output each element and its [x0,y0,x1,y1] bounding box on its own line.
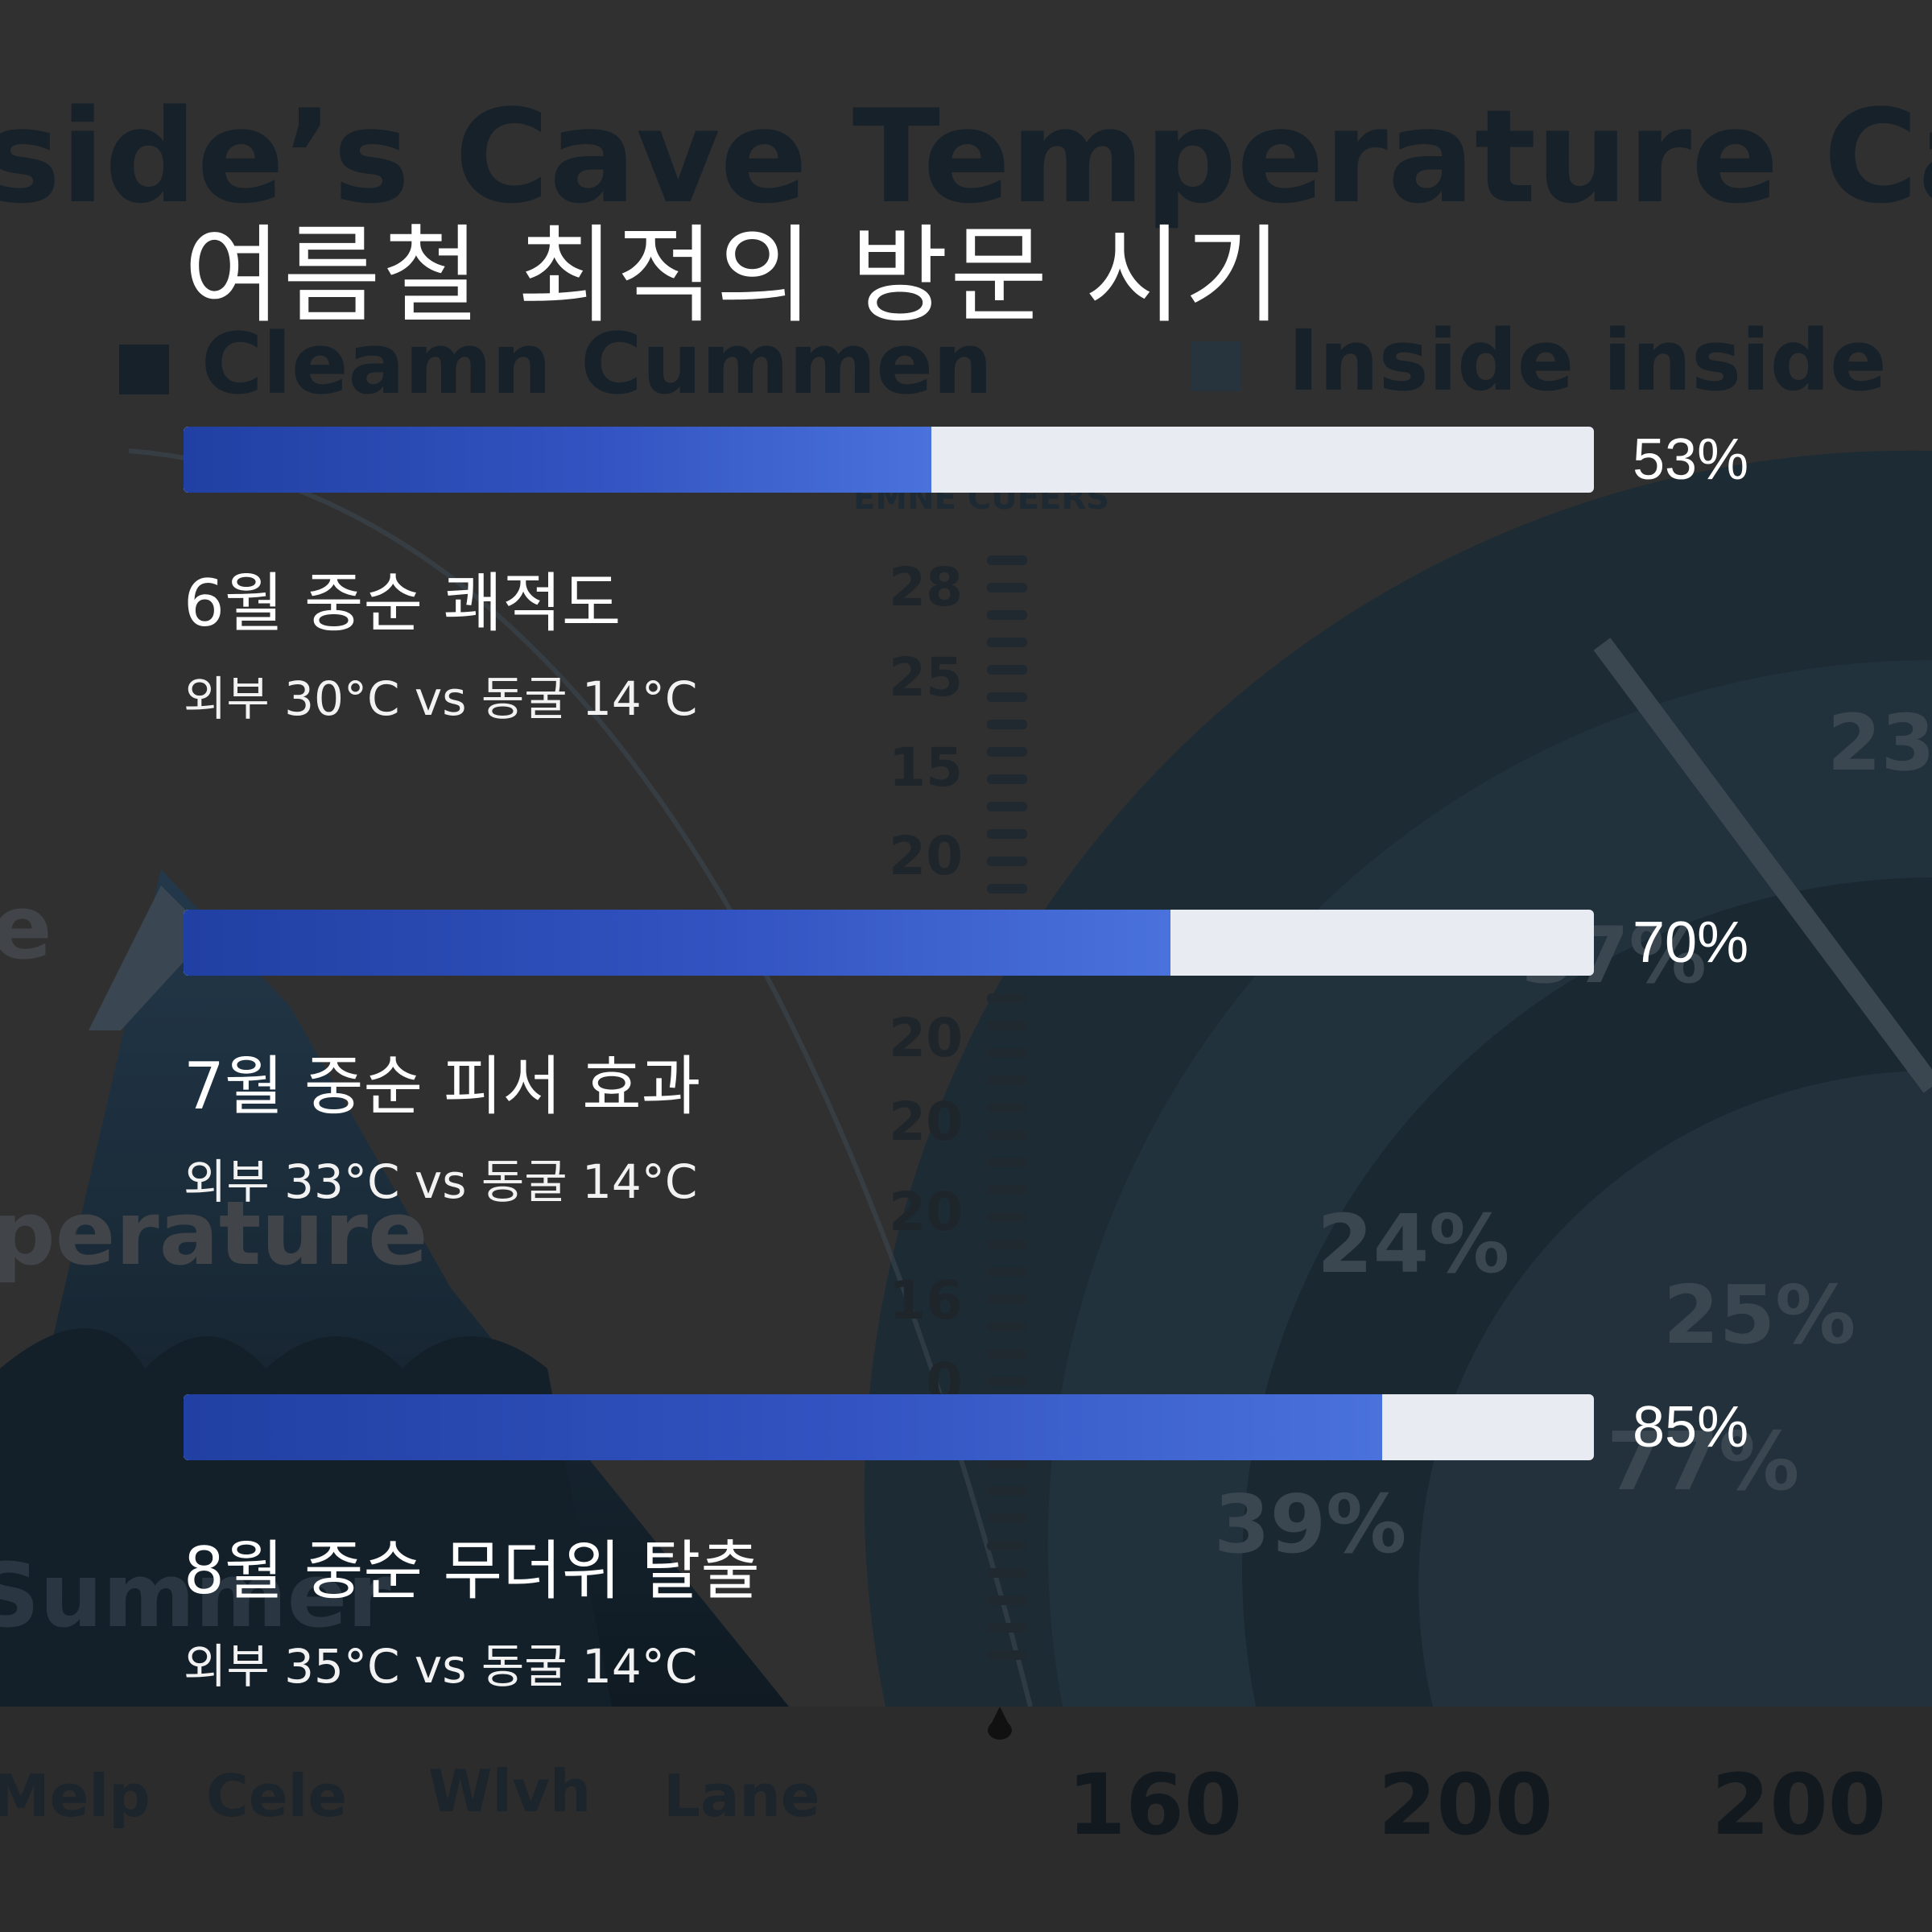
background-ring-pct-0: 23 [1827,698,1932,788]
background-bottom-label-2: Wlvh [428,1757,591,1825]
background-scale-tick [987,1130,1027,1140]
background-scale-number: 20 [889,1007,963,1069]
background-side-word-1: perature [0,1182,428,1285]
background-bottom-number-1: 200 [1378,1756,1553,1854]
background-scale-tick [987,1240,1027,1249]
background-title: side’s Cave Temperature Campart [0,81,1932,232]
background-scale-tick [987,1322,1027,1331]
background-scale-tick [987,638,1027,647]
background-scale-tick [987,1568,1027,1578]
background-scale-number: 20 [889,1091,963,1153]
background-bottom-label-1: Cele [206,1762,347,1830]
background-bottom-label-3: Lane [663,1762,820,1830]
background-scale-tick [987,1103,1027,1113]
background-scale-tick [987,829,1027,839]
legend-item-1: Inside inside [1288,312,1887,410]
legend-swatch-1 [1191,341,1241,391]
background-ring-pct-2: 24% [1317,1197,1509,1291]
background-side-word-0: e [0,876,52,979]
bar-track [184,427,1594,493]
background-scale-tick [987,720,1027,729]
background-scale-tick [987,1541,1027,1550]
background-scale-tick [987,1212,1027,1222]
background-scale-number: 16 [889,1269,963,1331]
bar-category-label: 8월 중순 무더위 탈출 [184,1534,760,1608]
background-scale-tick [987,1596,1027,1605]
legend-item-0: Cleamn Cummen [201,315,993,413]
background-bottom-number-2: 200 [1711,1756,1886,1854]
background-scale-tick [987,1349,1027,1359]
bar-value-label: 70% [1633,910,1749,975]
background-ring-pct-4: 39% [1214,1477,1406,1571]
background-scale-number: 25 [889,646,963,708]
background-scale-tick [987,583,1027,592]
background-scale-tick [987,1513,1027,1523]
background-bottom-strip [0,1707,1932,1932]
bar-fill [184,427,931,493]
background-scale-tick [987,857,1027,866]
background-scale-tick [987,1021,1027,1030]
bar-fill [184,1394,1382,1460]
background-scale-tick [987,884,1027,894]
background-legend: Cleamn Cummen Inside inside [119,312,1887,413]
background-scale-tick [987,555,1027,565]
background-scale-tick [987,1377,1027,1386]
background-scale-tick [987,1294,1027,1304]
background-scale-tick [987,1650,1027,1660]
background-side-word-2: Summer [0,1544,391,1647]
chart-title: 여름철 최적의 방문 시기 [184,214,1284,338]
bar-category-label: 7월 중순 피서 효과 [184,1049,701,1124]
background-scale-tick [987,774,1027,784]
bar-track [184,910,1594,976]
background-scale-tick [987,1459,1027,1468]
bar-subtitle: 외부 30°C vs 동굴 14°C [184,671,698,726]
background-scale-tick [987,747,1027,757]
background-ring-pct-3: 25% [1663,1268,1856,1362]
background-scale-tick [987,993,1027,1003]
bar-track [184,1394,1594,1460]
background-scale-tick [987,1486,1027,1496]
bar-category-label: 6월 중순 쾌적도 [184,566,621,641]
background-scale-number: 20 [889,825,963,887]
background-bottom-label-0: Melp [0,1762,151,1830]
bar-value-label: 53% [1633,427,1749,492]
background-scale-tick [987,1267,1027,1277]
background-scale-number: 15 [889,737,963,799]
background-scale-tick [987,665,1027,675]
background-scale-tick [987,692,1027,702]
bar-value-label: 85% [1633,1395,1749,1459]
background-scale-tick [987,1048,1027,1058]
bar-subtitle: 외부 35°C vs 동굴 14°C [184,1639,698,1694]
background-scale-tick [987,1158,1027,1167]
background-ring-pct-5: 77% [1607,1414,1799,1509]
background-scale-tick [987,610,1027,620]
background-scale-tick [987,1623,1027,1633]
legend-swatch-0 [119,345,169,394]
background-scale-number: 20 [889,1181,963,1243]
background-scale-tick [987,1075,1027,1085]
background-scale-number: 28 [889,556,963,618]
bar-subtitle: 외부 33°C vs 동굴 14°C [184,1154,698,1209]
background-scale-tick [987,1185,1027,1195]
background-scale-tick [987,802,1027,811]
background-bottom-number-0: 160 [1067,1756,1242,1854]
bar-fill [184,910,1170,976]
